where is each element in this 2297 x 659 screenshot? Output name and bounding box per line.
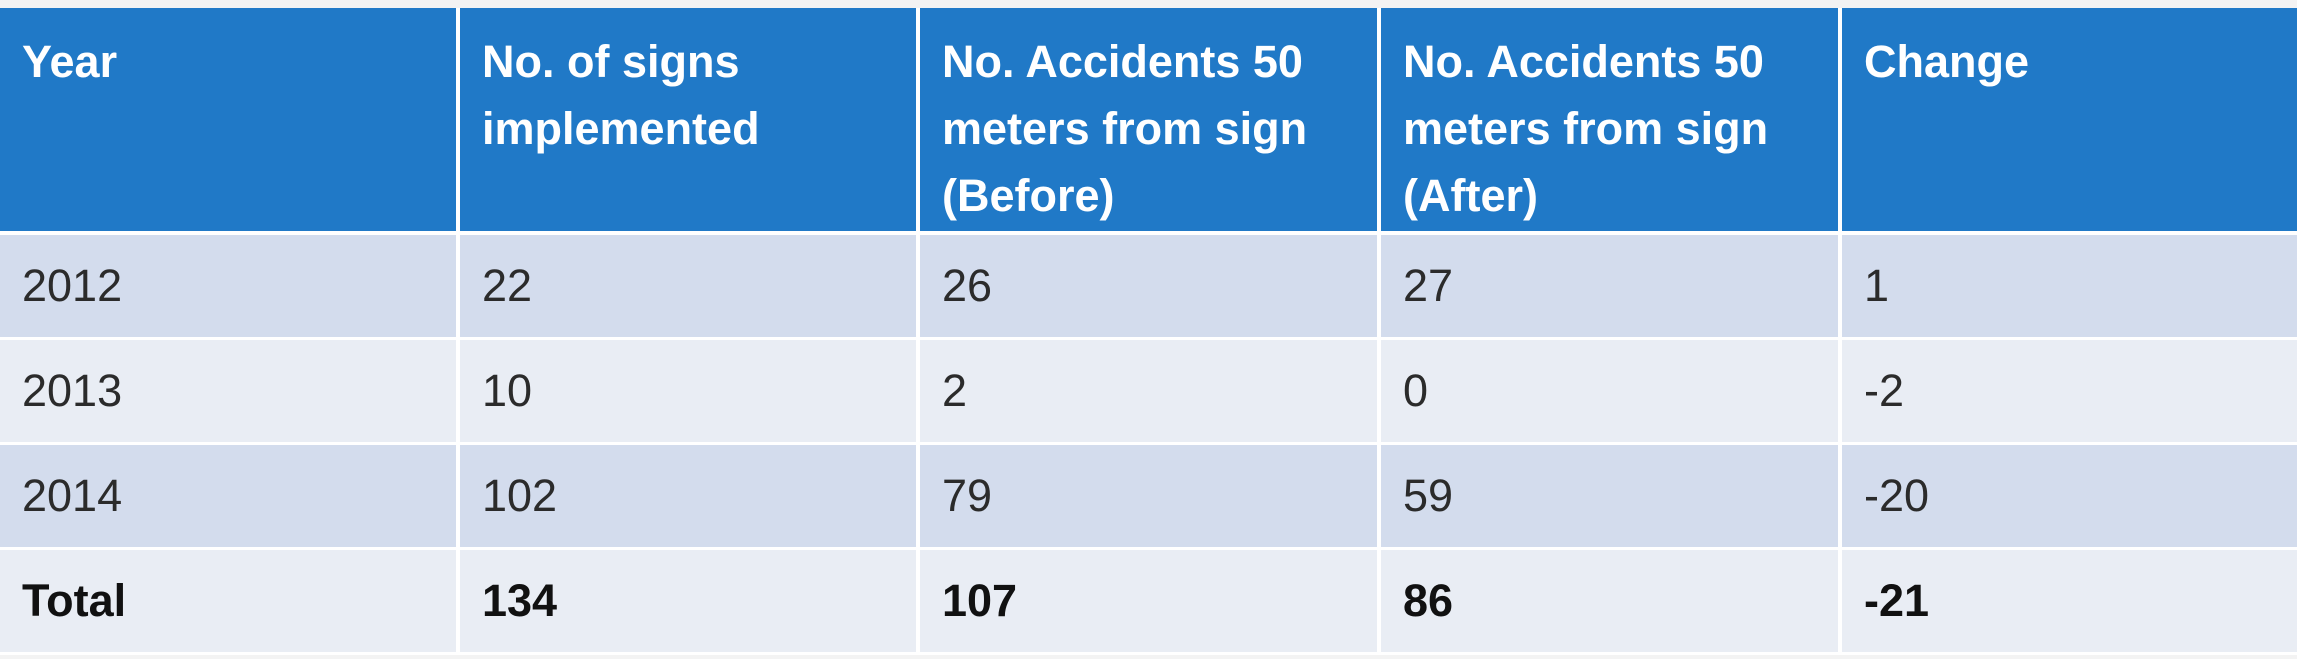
header-accidents-before: No. Accidents 50 meters from sign (Befor… [918,8,1381,235]
cell-year: 2014 [0,443,460,550]
table-header: Year No. of signs implemented No. Accide… [0,8,2297,235]
table-row: 2014 102 79 59 -20 [0,443,2297,550]
total-row: Total 134 107 86 -21 [0,548,2297,655]
cell-before: 2 [918,338,1381,445]
table-row: 2012 22 26 27 1 [0,233,2297,340]
header-year: Year [0,8,460,235]
total-label: Total [0,548,460,655]
cell-after: 27 [1379,233,1842,340]
header-signs-implemented: No. of signs implemented [458,8,920,235]
cell-after: 59 [1379,443,1842,550]
cell-signs: 102 [458,443,920,550]
cell-year: 2013 [0,338,460,445]
cell-change: -2 [1840,338,2297,445]
total-after: 86 [1379,548,1842,655]
header-row: Year No. of signs implemented No. Accide… [0,8,2297,235]
table-body: 2012 22 26 27 1 2013 10 2 0 -2 2014 102 … [0,233,2297,655]
total-signs: 134 [458,548,920,655]
cell-change: 1 [1840,233,2297,340]
total-change: -21 [1840,548,2297,655]
cell-before: 26 [918,233,1381,340]
header-change: Change [1840,8,2297,235]
cell-before: 79 [918,443,1381,550]
cell-signs: 10 [458,338,920,445]
cell-signs: 22 [458,233,920,340]
cell-after: 0 [1379,338,1842,445]
header-accidents-after: No. Accidents 50 meters from sign (After… [1379,8,1842,235]
cell-change: -20 [1840,443,2297,550]
cell-year: 2012 [0,233,460,340]
total-before: 107 [918,548,1381,655]
table-row: 2013 10 2 0 -2 [0,338,2297,445]
accidents-table: Year No. of signs implemented No. Accide… [0,8,2297,655]
